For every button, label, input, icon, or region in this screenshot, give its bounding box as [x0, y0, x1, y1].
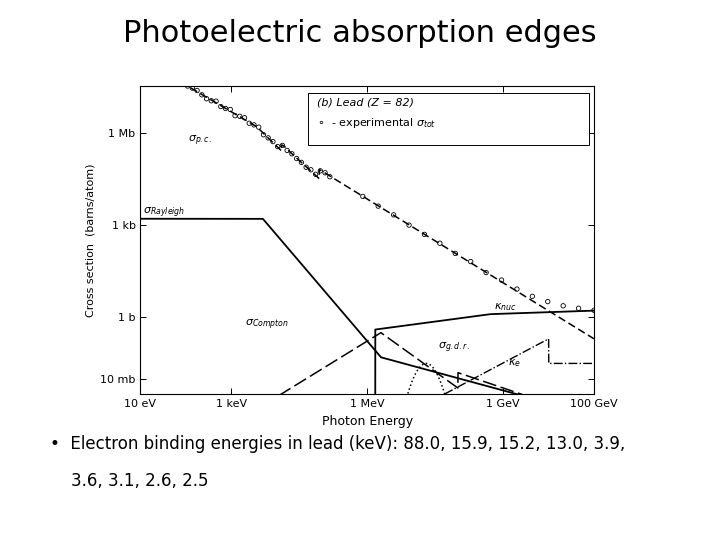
- Point: [153, 44, 165, 53]
- Point: [220, 104, 231, 113]
- Point: [267, 137, 279, 146]
- Point: [403, 221, 415, 230]
- Text: •  Electron binding energies in lead (keV): 88.0, 15.9, 15.2, 13.0, 3.9,: • Electron binding energies in lead (keV…: [50, 435, 626, 453]
- Point: [496, 276, 508, 285]
- Point: [305, 165, 317, 174]
- Point: [465, 257, 477, 266]
- Text: $\sigma_{Compton}$: $\sigma_{Compton}$: [245, 318, 289, 332]
- Point: [258, 131, 269, 139]
- Text: $\sigma_{g.d.r.}$: $\sigma_{g.d.r.}$: [438, 341, 469, 355]
- Point: [262, 133, 274, 142]
- Bar: [308, 92, 590, 145]
- Y-axis label: Cross section  (barns/atom): Cross section (barns/atom): [86, 164, 96, 317]
- Point: [201, 94, 212, 103]
- Point: [215, 102, 227, 111]
- Point: [210, 97, 222, 105]
- Point: [588, 306, 600, 315]
- Point: [324, 172, 336, 181]
- Point: [158, 66, 170, 75]
- Text: $\circ$  - experimental $\sigma_{tot}$: $\circ$ - experimental $\sigma_{tot}$: [318, 116, 436, 130]
- Point: [196, 91, 207, 99]
- Point: [272, 142, 284, 151]
- Point: [234, 112, 246, 120]
- Point: [192, 86, 203, 95]
- Point: [229, 111, 240, 120]
- Point: [286, 150, 297, 158]
- Point: [282, 146, 293, 155]
- Point: [315, 166, 326, 175]
- Point: [139, 35, 150, 44]
- Point: [172, 78, 184, 86]
- Point: [239, 113, 251, 122]
- Point: [225, 105, 236, 114]
- Point: [186, 84, 198, 92]
- Point: [388, 211, 400, 219]
- Point: [419, 230, 431, 239]
- Point: [168, 73, 179, 82]
- Point: [163, 70, 174, 79]
- Point: [248, 120, 260, 129]
- Point: [310, 170, 321, 179]
- Text: $\sigma_{Rayleigh}$: $\sigma_{Rayleigh}$: [143, 206, 185, 220]
- Text: $\kappa_e$: $\kappa_e$: [508, 357, 521, 369]
- Point: [526, 292, 538, 301]
- Point: [253, 123, 264, 131]
- Point: [320, 168, 331, 177]
- Text: 3.6, 3.1, 2.6, 2.5: 3.6, 3.1, 2.6, 2.5: [50, 472, 209, 490]
- Point: [276, 141, 288, 150]
- X-axis label: Photon Energy: Photon Energy: [322, 415, 413, 428]
- Point: [144, 36, 156, 45]
- Point: [177, 80, 189, 89]
- Point: [182, 82, 194, 90]
- Point: [573, 304, 585, 313]
- Text: $\kappa_{nuc}$: $\kappa_{nuc}$: [494, 301, 517, 313]
- Point: [434, 239, 446, 247]
- Point: [542, 298, 554, 306]
- Point: [148, 42, 160, 50]
- Point: [291, 154, 302, 163]
- Point: [557, 301, 569, 310]
- Point: [243, 119, 255, 127]
- Point: [449, 249, 461, 258]
- Point: [480, 268, 492, 277]
- Point: [511, 285, 523, 293]
- Text: Photoelectric absorption edges: Photoelectric absorption edges: [123, 19, 597, 48]
- Point: [296, 158, 307, 167]
- Point: [372, 202, 384, 211]
- Point: [300, 163, 312, 172]
- Text: $\sigma_{p.c.}$: $\sigma_{p.c.}$: [188, 133, 212, 147]
- Point: [205, 97, 217, 105]
- Point: [357, 192, 369, 201]
- Text: (b) Lead (Z = 82): (b) Lead (Z = 82): [318, 97, 414, 107]
